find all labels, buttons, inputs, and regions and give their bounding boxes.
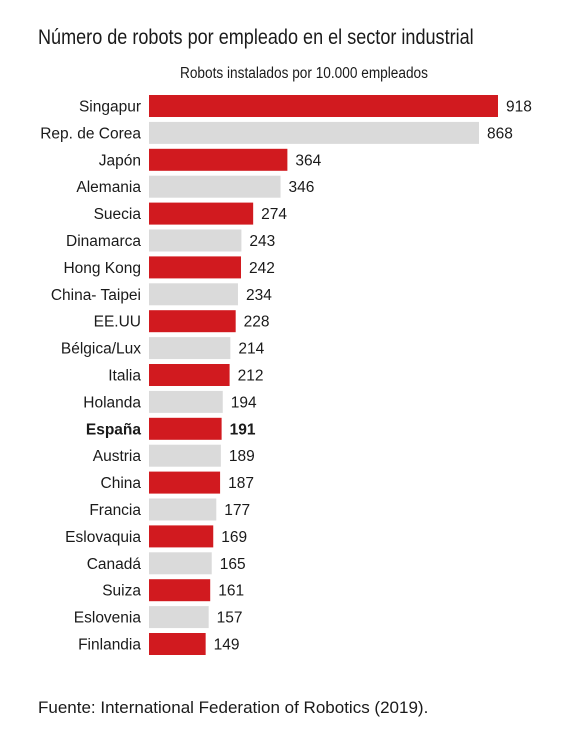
value-label-dinamarca: 243 — [249, 233, 275, 250]
category-label-canada: Canadá — [87, 556, 142, 573]
bar-canada — [149, 552, 212, 575]
chart-subtitle: Robots instalados por 10.000 empleados — [180, 65, 428, 82]
category-label-belgica-lux: Bélgica/Lux — [61, 341, 141, 358]
bar-rep-de-corea — [149, 121, 479, 144]
bar-dinamarca — [149, 229, 242, 252]
category-label-china: China — [101, 475, 142, 492]
value-label-francia: 177 — [224, 502, 250, 519]
category-label-china-taipei: China- Taipei — [51, 287, 141, 304]
category-label-francia: Francia — [89, 502, 141, 519]
value-label-italia: 212 — [238, 368, 264, 385]
category-label-suecia: Suecia — [94, 206, 142, 223]
value-label-rep-de-corea: 868 — [487, 125, 513, 142]
category-label-finlandia: Finlandia — [78, 637, 141, 654]
chart-title: Número de robots por empleado en el sect… — [38, 26, 474, 49]
value-label-suecia: 274 — [261, 206, 287, 223]
value-label-holanda: 194 — [231, 394, 257, 411]
category-label-suiza: Suiza — [102, 583, 141, 600]
value-label-china: 187 — [228, 475, 254, 492]
value-label-alemania: 346 — [289, 179, 315, 196]
bar-italia — [149, 364, 230, 386]
category-label-hong-kong: Hong Kong — [63, 260, 141, 277]
category-label-ee-uu: EE.UU — [94, 314, 141, 331]
bar-ee-uu — [149, 310, 236, 333]
category-label-alemania: Alemania — [76, 179, 141, 196]
bar-china — [149, 471, 221, 494]
category-label-eslovenia: Eslovenia — [74, 610, 142, 627]
category-label-dinamarca: Dinamarca — [66, 233, 141, 250]
source-note: Fuente: International Federation of Robo… — [38, 698, 429, 717]
value-label-suiza: 161 — [218, 583, 244, 600]
bar-francia — [149, 498, 217, 521]
value-label-japon: 364 — [295, 152, 321, 169]
bar-austria — [149, 444, 221, 467]
category-label-rep-de-corea: Rep. de Corea — [40, 125, 141, 142]
value-label-ee-uu: 228 — [244, 314, 270, 331]
value-label-austria: 189 — [229, 448, 255, 465]
category-label-japon: Japón — [99, 152, 141, 169]
bar-holanda — [149, 390, 223, 413]
value-label-eslovaquia: 169 — [221, 529, 247, 546]
category-label-singapur: Singapur — [79, 99, 141, 116]
value-label-eslovenia: 157 — [217, 610, 243, 627]
bar-finlandia — [149, 633, 206, 655]
bar-eslovaquia — [149, 525, 214, 548]
category-label-eslovaquia: Eslovaquia — [65, 529, 141, 546]
bar-japon — [149, 148, 288, 171]
bar-espana — [149, 417, 222, 440]
bar-hong-kong — [149, 256, 242, 279]
bar-belgica-lux — [149, 337, 231, 360]
value-label-china-taipei: 234 — [246, 287, 272, 304]
category-label-austria: Austria — [93, 448, 142, 465]
value-label-finlandia: 149 — [214, 637, 240, 654]
value-label-canada: 165 — [220, 556, 246, 573]
value-label-singapur: 918 — [506, 99, 532, 116]
value-label-belgica-lux: 214 — [238, 341, 264, 358]
category-label-espana: España — [86, 421, 142, 438]
value-label-espana: 191 — [230, 421, 256, 438]
bar-singapur — [149, 95, 498, 117]
bar-eslovenia — [149, 606, 209, 629]
bar-suecia — [149, 202, 254, 225]
category-label-holanda: Holanda — [83, 394, 141, 411]
category-label-italia: Italia — [108, 368, 141, 385]
bar-china-taipei — [149, 283, 238, 306]
value-label-hong-kong: 242 — [249, 260, 275, 277]
bar-group — [149, 95, 498, 655]
bar-suiza — [149, 579, 211, 602]
bar-alemania — [149, 175, 281, 198]
category-label-group: Singapur Rep. de Corea Japón Alemania Suecia… — [40, 99, 141, 654]
